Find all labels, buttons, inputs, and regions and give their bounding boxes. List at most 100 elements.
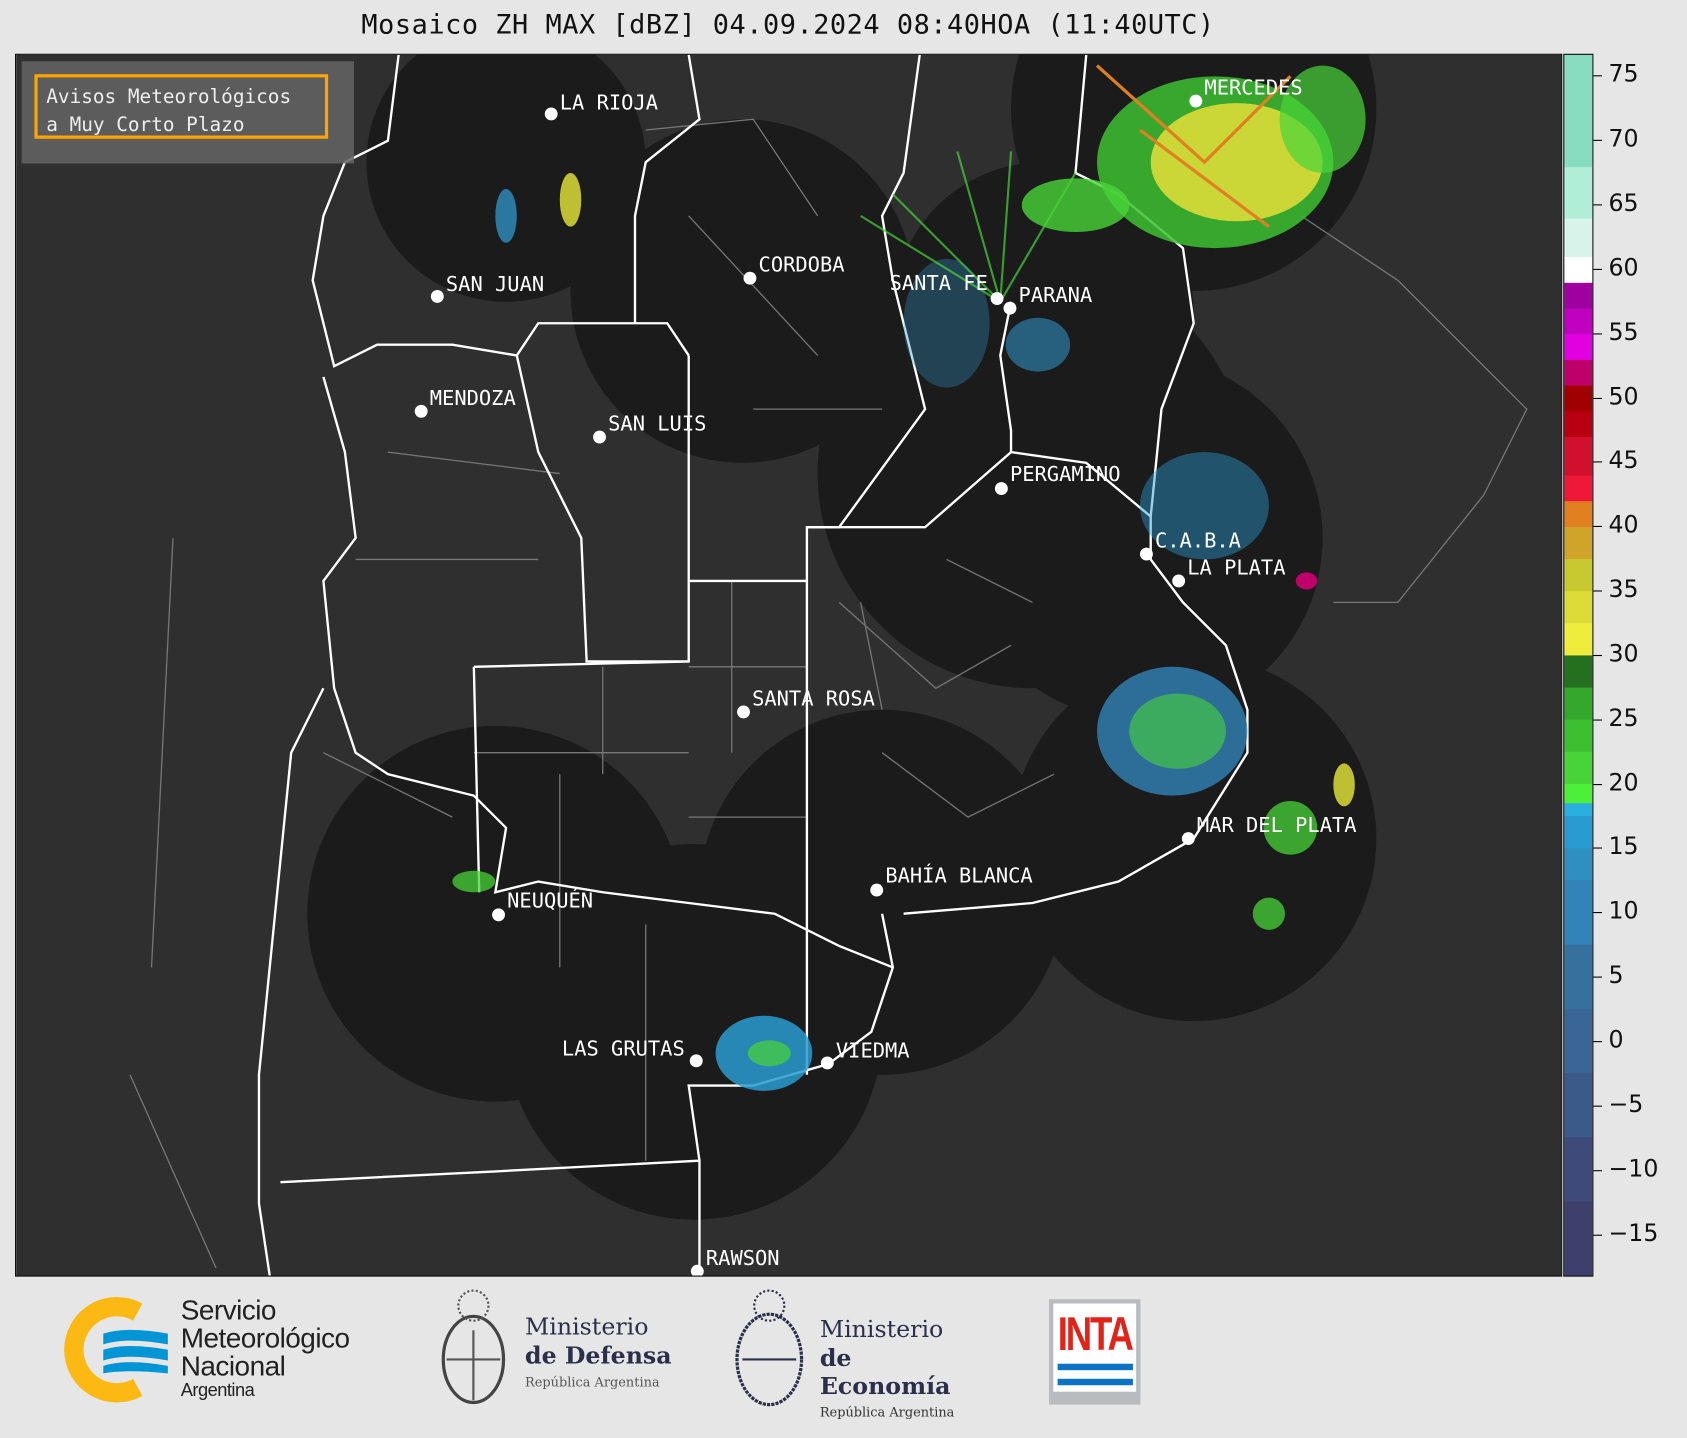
city-marker: C.A.B.A bbox=[1139, 529, 1241, 561]
city-label: MAR DEL PLATA bbox=[1197, 813, 1357, 837]
colorbar-tick-mark bbox=[1593, 847, 1603, 850]
city-dot bbox=[689, 1054, 703, 1068]
city-label: LAS GRUTAS bbox=[562, 1036, 685, 1060]
colorbar-bin bbox=[1564, 410, 1593, 438]
city-label: PARANA bbox=[1019, 283, 1093, 307]
city-dot bbox=[870, 883, 884, 897]
colorbar-tick-label: 55 bbox=[1608, 319, 1639, 346]
colorbar-tick-mark bbox=[1593, 1041, 1603, 1043]
colorbar-bin bbox=[1564, 687, 1593, 720]
colorbar-tick-mark bbox=[1593, 1105, 1603, 1107]
colorbar-tick-label: 65 bbox=[1608, 190, 1639, 218]
colorbar bbox=[1563, 53, 1594, 1277]
smn-emblem-icon bbox=[64, 1297, 168, 1403]
city-label: SANTA FE bbox=[890, 271, 988, 295]
colorbar-bin bbox=[1564, 654, 1593, 688]
colorbar-tick-mark bbox=[1593, 333, 1603, 335]
radar-echoes bbox=[452, 64, 1366, 1091]
city-label: SANTA ROSA bbox=[752, 686, 875, 710]
city-marker: SANTA ROSA bbox=[737, 686, 875, 719]
city-dot bbox=[1139, 547, 1153, 561]
colorbar-bin bbox=[1564, 847, 1593, 881]
city-dot bbox=[820, 1056, 834, 1070]
city-dot bbox=[690, 1264, 704, 1276]
colorbar-bin bbox=[1564, 359, 1593, 386]
colorbar-tick-label: 50 bbox=[1608, 383, 1639, 411]
economia-line-1: Ministerio bbox=[819, 1316, 944, 1344]
city-dot bbox=[1003, 301, 1017, 315]
inta-logo: INTA bbox=[1049, 1299, 1141, 1405]
city-marker: MAR DEL PLATA bbox=[1181, 813, 1357, 846]
city-label: CORDOBA bbox=[759, 253, 845, 277]
colorbar-bin bbox=[1564, 282, 1593, 309]
colorbar-tick-label: 30 bbox=[1608, 640, 1639, 668]
colorbar-bin bbox=[1564, 558, 1593, 592]
warnings-line-1: Avisos Meteorológicos bbox=[46, 86, 292, 109]
city-marker: MERCEDES bbox=[1189, 76, 1303, 108]
smn-line-4: Argentina bbox=[180, 1379, 255, 1401]
city-label: PERGAMINO bbox=[1010, 462, 1121, 486]
colorbar-bin bbox=[1564, 751, 1593, 784]
city-marker: LA PLATA bbox=[1172, 555, 1285, 588]
city-marker: PARANA bbox=[1003, 283, 1093, 315]
colorbar-bin bbox=[1564, 256, 1593, 283]
city-marker: BAHÍA BLANCA bbox=[870, 863, 1033, 897]
colorbar-tick-label: −10 bbox=[1608, 1155, 1659, 1183]
colorbar-bin bbox=[1564, 1072, 1593, 1138]
city-dot bbox=[430, 289, 444, 303]
colorbar-tick-mark bbox=[1593, 1234, 1603, 1236]
colorbar-tick-label: 5 bbox=[1608, 962, 1624, 990]
city-marker: NEUQUÉN bbox=[492, 887, 593, 922]
city-dot bbox=[990, 292, 1004, 306]
smn-logo: Servicio Meteorológico Nacional Argentin… bbox=[62, 1296, 385, 1404]
city-marker: LA RIOJA bbox=[544, 91, 658, 121]
department-borders bbox=[129, 118, 1528, 1269]
city-label: LA RIOJA bbox=[560, 91, 658, 115]
inta-text: INTA bbox=[1057, 1307, 1134, 1361]
colorbar-tick-label: 70 bbox=[1608, 126, 1639, 153]
colorbar-bin bbox=[1564, 436, 1593, 476]
argentina-coat-of-arms-icon bbox=[441, 1289, 506, 1405]
colorbar-tick-label: 25 bbox=[1608, 705, 1639, 733]
radar-coverage-viedma bbox=[506, 843, 883, 1220]
city-dot bbox=[593, 430, 606, 444]
colorbar-tick-mark bbox=[1593, 140, 1603, 142]
city-dot bbox=[743, 271, 757, 285]
colorbar-bin bbox=[1564, 944, 1593, 1009]
warnings-line-2: a Muy Corto Plazo bbox=[46, 114, 245, 137]
radar-coverage-cordoba bbox=[570, 119, 915, 463]
warnings-box[interactable]: Avisos Meteorológicos a Muy Corto Plazo bbox=[21, 61, 354, 164]
colorbar-bin bbox=[1564, 802, 1593, 817]
colorbar-tick-mark bbox=[1593, 783, 1603, 785]
city-marker: LAS GRUTAS bbox=[562, 1036, 703, 1068]
city-label: MERCEDES bbox=[1204, 76, 1302, 100]
colorbar-bin bbox=[1564, 333, 1593, 360]
radar-coverage-la-rioja bbox=[366, 54, 646, 302]
colorbar-tick-label: 75 bbox=[1608, 61, 1639, 89]
colorbar-bin bbox=[1564, 879, 1593, 945]
colorbar-tick-mark bbox=[1593, 1169, 1603, 1171]
figure-title: Mosaico ZH MAX [dBZ] 04.09.2024 08:40HOA… bbox=[361, 8, 1215, 40]
colorbar-tick-mark bbox=[1593, 976, 1603, 978]
colorbar-bin bbox=[1564, 307, 1593, 335]
city-label: VIEDMA bbox=[836, 1039, 910, 1063]
smn-line-2: Meteorológico bbox=[180, 1321, 350, 1355]
colorbar-tick-mark bbox=[1593, 590, 1603, 592]
colorbar-bin bbox=[1564, 166, 1593, 219]
city-dot bbox=[1189, 94, 1203, 108]
colorbar-bin bbox=[1564, 1201, 1593, 1276]
city-marker: CORDOBA bbox=[743, 253, 845, 285]
city-marker: VIEDMA bbox=[820, 1039, 910, 1070]
colorbar-tick-label: 20 bbox=[1608, 769, 1639, 797]
economia-logo: Ministerio de Economía República Argenti… bbox=[732, 1282, 990, 1422]
city-marker: SAN LUIS bbox=[593, 412, 706, 444]
colorbar-bin bbox=[1564, 218, 1593, 258]
colorbar-tick-label: −5 bbox=[1608, 1091, 1644, 1119]
city-marker: SAN JUAN bbox=[430, 272, 544, 303]
city-dot bbox=[737, 705, 750, 719]
colorbar-tick-mark bbox=[1593, 397, 1603, 399]
warnings-link[interactable]: Avisos Meteorológicos a Muy Corto Plazo bbox=[34, 74, 329, 139]
radar-coverage-ezeiza bbox=[957, 355, 1323, 721]
colorbar-bin bbox=[1564, 1008, 1593, 1074]
colorbar-bin bbox=[1564, 385, 1593, 412]
